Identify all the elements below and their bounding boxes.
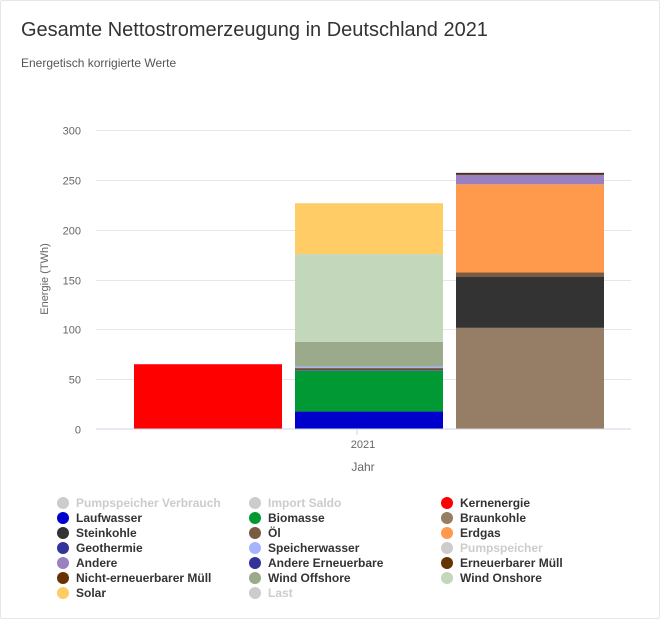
- legend-item-braunkohle[interactable]: Braunkohle: [441, 510, 617, 525]
- legend-dot-icon: [249, 496, 261, 509]
- legend-item-andere[interactable]: Andere: [57, 555, 249, 570]
- bar-segment-laufwasser[interactable]: [295, 411, 443, 429]
- bar-segment-wind-onshore[interactable]: [295, 254, 443, 342]
- legend-dot-icon: [249, 526, 261, 539]
- x-axis-title: Jahr: [351, 460, 374, 474]
- y-axis-title: Energie (TWh): [39, 243, 51, 315]
- bar-segment-geothermie[interactable]: [295, 370, 443, 371]
- legend-label: Andere Erneuerbare: [268, 555, 384, 570]
- legend-item-erneuerbarer-müll[interactable]: Erneuerbarer Müll: [441, 555, 617, 570]
- legend-item-wind-onshore[interactable]: Wind Onshore: [441, 570, 617, 585]
- legend-dot-icon: [57, 586, 69, 599]
- legend-item-steinkohle[interactable]: Steinkohle: [57, 525, 249, 540]
- chart-plot: 0 50 100 150 200 250 300 2021 Jahr Energie (TW…: [39, 126, 631, 474]
- legend-dot-icon: [57, 496, 69, 509]
- legend-dot-icon: [249, 586, 261, 599]
- legend-item-öl[interactable]: Öl: [249, 525, 441, 540]
- legend-label: Nicht-erneuerbarer Müll: [76, 570, 212, 585]
- legend-dot-icon: [57, 556, 69, 569]
- stack-fossil: [456, 172, 604, 429]
- bar-segment-andere[interactable]: [456, 174, 604, 185]
- y-tick-label: 300: [63, 126, 81, 138]
- y-tick-label: 0: [75, 425, 81, 437]
- y-tick-label: 200: [63, 226, 81, 238]
- bar-segment-andere-erneuerbare[interactable]: [295, 369, 443, 371]
- legend-dot-icon: [441, 556, 453, 569]
- legend-item-geothermie[interactable]: Geothermie: [57, 540, 249, 555]
- chart-subtitle: Energetisch korrigierte Werte: [21, 56, 177, 70]
- legend-label: Pumpspeicher Verbrauch: [76, 495, 221, 510]
- legend-label: Geothermie: [76, 540, 143, 555]
- legend-dot-icon: [57, 541, 69, 554]
- legend-item-laufwasser[interactable]: Laufwasser: [57, 510, 249, 525]
- bar-segment-erdgas[interactable]: [456, 184, 604, 273]
- legend-item-import-saldo[interactable]: Import Saldo: [249, 495, 441, 510]
- legend-label: Wind Onshore: [460, 570, 542, 585]
- legend-label: Erdgas: [460, 525, 501, 540]
- legend-label: Wind Offshore: [268, 570, 351, 585]
- legend-dot-icon: [249, 541, 261, 554]
- stack-renewables: [295, 203, 443, 429]
- y-tick-label: 250: [63, 176, 81, 188]
- legend-dot-icon: [441, 526, 453, 539]
- bar-segment-nicht-erneuerbarer-müll[interactable]: [456, 172, 604, 175]
- legend-dot-icon: [441, 511, 453, 524]
- legend-item-andere-erneuerbare[interactable]: Andere Erneuerbare: [249, 555, 441, 570]
- chart-title: Gesamte Nettostromerzeugung in Deutschla…: [21, 19, 488, 41]
- bar-segment-solar[interactable]: [295, 203, 443, 255]
- x-tick-label: 2021: [351, 439, 375, 451]
- legend: Pumpspeicher Verbrauch Import Saldo Kernen…: [57, 495, 617, 600]
- bar-segment-steinkohle[interactable]: [456, 277, 604, 328]
- legend-item-last[interactable]: Last: [249, 585, 441, 600]
- stack-nuclear: [134, 364, 282, 429]
- legend-label: Pumpspeicher: [460, 540, 543, 555]
- legend-item-erdgas[interactable]: Erdgas: [441, 525, 617, 540]
- legend-label: Speicherwasser: [268, 540, 360, 555]
- bar-segment-braunkohle[interactable]: [456, 327, 604, 429]
- legend-item-pumpspeicher[interactable]: Pumpspeicher: [441, 540, 617, 555]
- bar-segment-speicherwasser[interactable]: [295, 366, 443, 369]
- legend-dot-icon: [441, 541, 453, 554]
- legend-label: Andere: [76, 555, 118, 570]
- legend-label: Biomasse: [268, 510, 325, 525]
- legend-label: Solar: [76, 585, 107, 600]
- legend-dot-icon: [57, 526, 69, 539]
- legend-dot-icon: [249, 556, 261, 569]
- legend-label: Kernenergie: [460, 495, 531, 510]
- bar-segment-kernenergie[interactable]: [134, 364, 282, 429]
- legend-dot-icon: [441, 571, 453, 584]
- legend-label: Braunkohle: [460, 510, 527, 525]
- legend-dot-icon: [57, 511, 69, 524]
- legend-label: Öl: [268, 525, 281, 540]
- legend-dot-icon: [249, 571, 261, 584]
- legend-item-nicht-erneuerbarer-müll[interactable]: Nicht-erneuerbarer Müll: [57, 570, 249, 585]
- legend-label: Import Saldo: [268, 495, 342, 510]
- y-tick-label: 150: [63, 276, 81, 288]
- bar-segment-erneuerbarer-müll[interactable]: [295, 368, 443, 370]
- bar-segment-biomasse[interactable]: [295, 370, 443, 412]
- bar-segment-öl[interactable]: [456, 272, 604, 278]
- legend-item-biomasse[interactable]: Biomasse: [249, 510, 441, 525]
- bar-segment-wind-offshore[interactable]: [295, 341, 443, 367]
- legend-label: Steinkohle: [76, 525, 137, 540]
- legend-dot-icon: [249, 511, 261, 524]
- legend-item-solar[interactable]: Solar: [57, 585, 249, 600]
- legend-dot-icon: [441, 496, 453, 509]
- legend-item-wind-offshore[interactable]: Wind Offshore: [249, 570, 441, 585]
- legend-item-pumpspeicher-verbrauch[interactable]: Pumpspeicher Verbrauch: [57, 495, 249, 510]
- y-tick-label: 100: [63, 325, 81, 337]
- legend-label: Erneuerbarer Müll: [460, 555, 563, 570]
- legend-dot-icon: [57, 571, 69, 584]
- legend-item-kernenergie[interactable]: Kernenergie: [441, 495, 617, 510]
- legend-label: Laufwasser: [76, 510, 143, 525]
- legend-item-speicherwasser[interactable]: Speicherwasser: [249, 540, 441, 555]
- legend-label: Last: [268, 585, 293, 600]
- y-tick-label: 50: [69, 375, 81, 387]
